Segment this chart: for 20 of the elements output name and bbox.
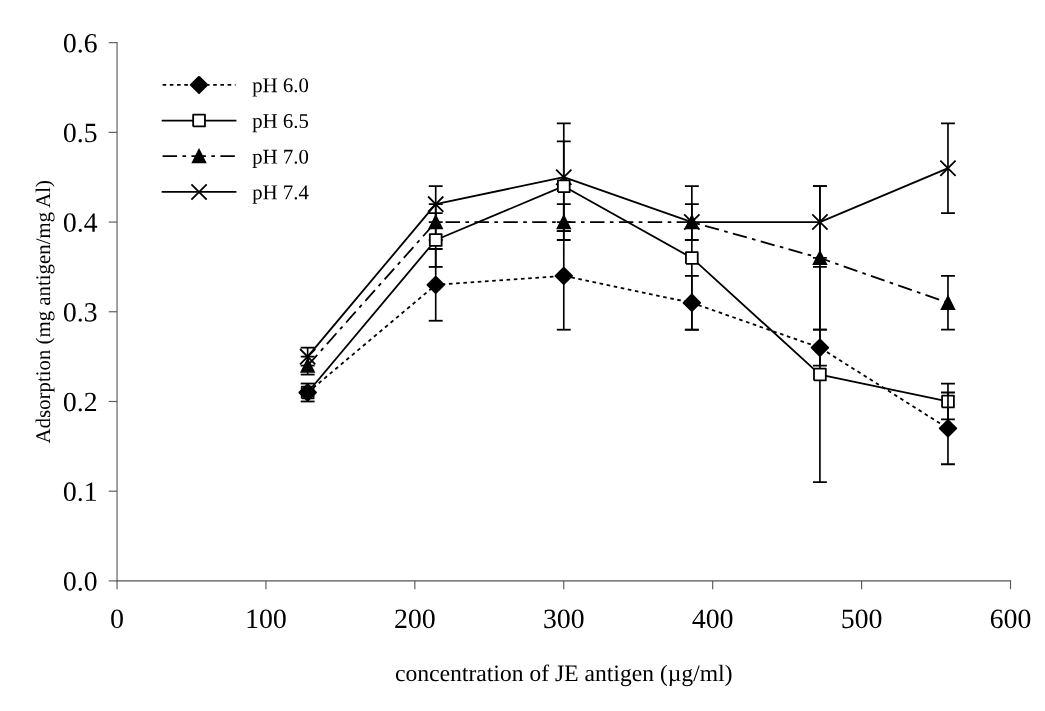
x-tick-label: 100 [247, 609, 286, 629]
y-tick-label: 0.2 [63, 392, 97, 412]
x-tick-label: 500 [842, 609, 882, 629]
legend-label: pH 6.0 [252, 78, 309, 97]
legend-label: pH 7.0 [252, 149, 309, 168]
x-tick-label: 200 [395, 609, 435, 629]
legend-label: pH 6.5 [252, 114, 309, 133]
x-axis-title: concentration of JE antigen (µg/ml) [395, 664, 732, 687]
y-axis-title: Adsorption (mg antigen/mg Al) [35, 181, 55, 444]
y-tick-label: 0.5 [63, 123, 97, 143]
y-tick-label: 0.6 [63, 33, 97, 53]
y-tick-label: 0.0 [63, 572, 97, 591]
y-tick-label: 0.3 [63, 302, 97, 322]
legend-label: pH 7.4 [252, 185, 309, 204]
x-tick-label: 400 [692, 609, 733, 629]
x-tick-label: 600 [990, 609, 1031, 629]
x-tick-label: 0 [111, 609, 123, 629]
y-tick-label: 0.1 [63, 482, 96, 502]
y-tick-label: 0.4 [63, 213, 98, 233]
x-tick-label: 300 [544, 609, 584, 629]
